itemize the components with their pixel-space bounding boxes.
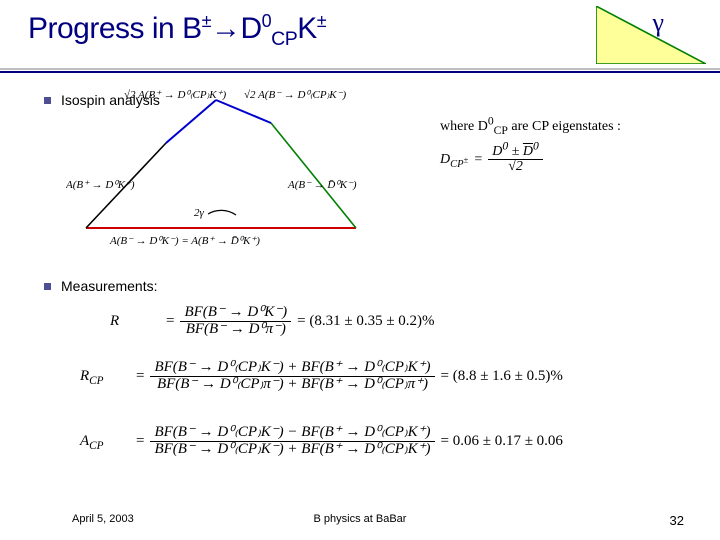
bullet-square-icon [44, 283, 51, 290]
slide-title: Progress in B±→D0CPK± [28, 12, 692, 50]
eq-r-num: BF(B⁻ → D⁰K⁻) [180, 305, 291, 322]
title-sup2: 0 [262, 11, 272, 31]
bullet-square-icon [44, 97, 51, 104]
svg-text:A(B⁻ → D̄⁰K⁻): A(B⁻ → D̄⁰K⁻) [287, 179, 357, 191]
slide: Progress in B±→D0CPK± γ Isospin analysis… [0, 0, 720, 540]
footer-center: B physics at BaBar [0, 513, 720, 525]
eq-acp-rhs: = 0.06 ± 0.17 ± 0.06 [441, 433, 563, 450]
footer: April 5, 2003 B physics at BaBar 32 [0, 513, 720, 528]
title-sup1: ± [202, 11, 211, 31]
svg-text:2γ: 2γ [194, 207, 205, 219]
eigen-frac: DCP± = D0 ± D0 √2 [440, 145, 700, 175]
title-arrow: → [211, 12, 241, 45]
equation-rcp: RCP = BF(B⁻ → D⁰₍CP₎K⁻) + BF(B⁺ → D⁰₍CP₎… [80, 360, 563, 393]
svg-text:A(B⁺ → D⁰K⁺): A(B⁺ → D⁰K⁺) [66, 179, 135, 191]
eq-r-lhs: R [110, 313, 160, 330]
title-k: K [297, 12, 317, 45]
eigenstate-note: where D0CP are CP eigenstates : DCP± = D… [440, 115, 700, 175]
bullet-measurements: Measurements: [44, 278, 157, 294]
eq-rcp-rhs: = (8.8 ± 1.6 ± 0.5)% [441, 368, 563, 385]
svg-text:A(B⁻ → D⁰K⁻) = A(B⁺ → D̄⁰K⁺): A(B⁻ → D⁰K⁻) = A(B⁺ → D̄⁰K⁺) [109, 235, 260, 247]
eq-rcp-num: BF(B⁻ → D⁰₍CP₎K⁻) + BF(B⁺ → D⁰₍CP₎K⁺) [150, 360, 434, 377]
isospin-diagram: √2 A(B⁺ → D⁰₍CP₎K⁺) √2 A(B⁻ → D⁰₍CP₎K⁻) … [66, 88, 376, 248]
svg-text:√2 A(B⁻ → D⁰₍CP₎K⁻): √2 A(B⁻ → D⁰₍CP₎K⁻) [244, 89, 346, 101]
eigen-line1: where D0CP are CP eigenstates : [440, 115, 700, 139]
gamma-label: γ [653, 8, 665, 38]
title-rule [0, 68, 720, 74]
gamma-triangle [596, 6, 706, 64]
equation-r: R = BF(B⁻ → D⁰K⁻) BF(B⁻ → D⁰π⁻) = (8.31 … [110, 305, 435, 338]
eq-acp-den: BF(B⁻ → D⁰₍CP₎K⁻) + BF(B⁺ → D⁰₍CP₎K⁺) [150, 442, 434, 458]
title-d: D [240, 12, 261, 45]
title-prefix: Progress in B [28, 12, 202, 45]
eq-r-den: BF(B⁻ → D⁰π⁻) [182, 322, 290, 338]
svg-text:√2 A(B⁺ → D⁰₍CP₎K⁺): √2 A(B⁺ → D⁰₍CP₎K⁺) [124, 89, 226, 101]
eq-acp-num: BF(B⁻ → D⁰₍CP₎K⁻) − BF(B⁺ → D⁰₍CP₎K⁺) [150, 425, 434, 442]
eq-r-rhs: = (8.31 ± 0.35 ± 0.2)% [297, 313, 434, 330]
bullet-measurements-label: Measurements: [61, 278, 157, 294]
equation-acp: ACP = BF(B⁻ → D⁰₍CP₎K⁻) − BF(B⁺ → D⁰₍CP₎… [80, 425, 563, 458]
title-sub: CP [271, 28, 297, 50]
title-sup3: ± [317, 11, 326, 31]
eq-rcp-den: BF(B⁻ → D⁰₍CP₎π⁻) + BF(B⁺ → D⁰₍CP₎π⁺) [153, 377, 432, 393]
